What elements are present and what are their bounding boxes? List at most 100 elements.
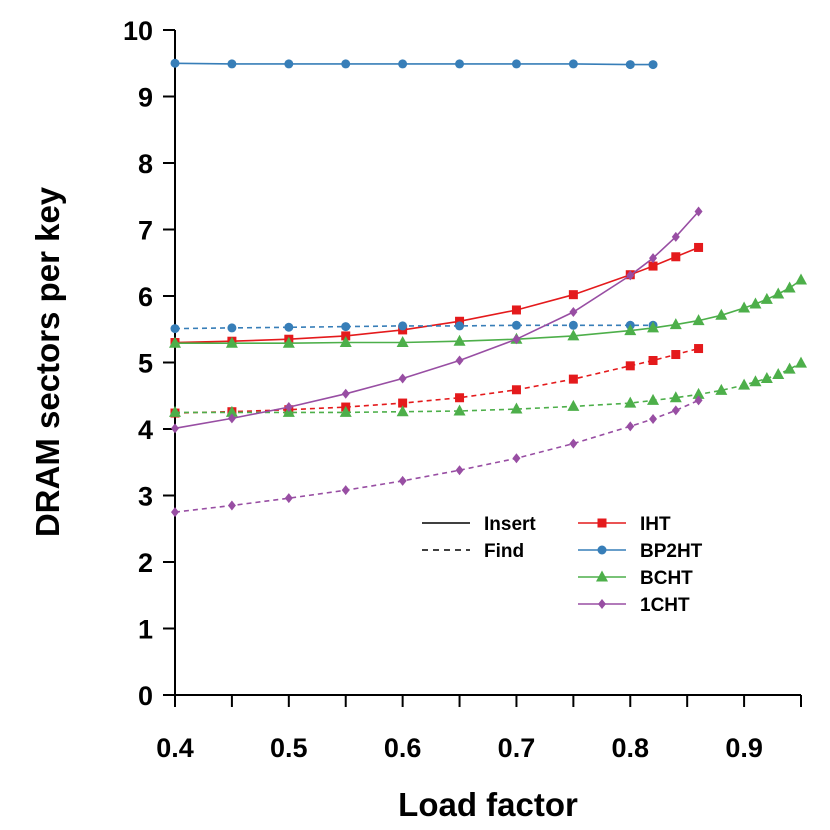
data-point-bp2ht-insert [227, 59, 237, 69]
data-point-bcht-find [783, 362, 796, 374]
data-point-bcht-insert [396, 336, 409, 348]
data-point-bcht-insert [282, 336, 295, 348]
series-line-bcht-find [175, 362, 802, 414]
data-point-1cht-insert [284, 402, 293, 413]
data-point-bp2ht-insert [170, 58, 180, 68]
y-tick-label: 7 [138, 216, 153, 246]
data-point-bcht-find [169, 405, 181, 417]
data-point-bcht-insert [647, 321, 660, 333]
data-point-iht-find [648, 356, 658, 366]
data-point-bp2ht-insert [284, 59, 294, 69]
data-point-bcht-find [749, 375, 762, 387]
data-point-1cht-insert [341, 388, 350, 399]
x-tick-label: 0.6 [384, 733, 422, 763]
legend-line-styles: Insert Find [422, 514, 536, 562]
series-layer [169, 58, 807, 518]
data-point-bp2ht-find [568, 320, 578, 330]
series-iht [170, 242, 704, 418]
data-point-bp2ht-insert [648, 60, 658, 70]
data-point-bcht-insert [624, 324, 637, 336]
data-point-bcht-find [772, 367, 785, 379]
data-point-iht-insert [671, 252, 681, 262]
legend-series: IHT BP2HT BCHT 1CHT [578, 514, 703, 616]
data-point-iht-find [511, 385, 521, 395]
x-tick-label: 0.5 [270, 733, 308, 763]
data-point-bp2ht-find [170, 324, 180, 334]
data-point-bp2ht-find [511, 320, 521, 330]
data-point-1cht-find [694, 395, 703, 406]
y-axis-label: DRAM sectors per key [29, 186, 66, 537]
data-point-bcht-insert [749, 297, 762, 309]
series-bcht [169, 273, 807, 417]
data-point-bcht-insert [669, 318, 682, 330]
series-1cht [171, 206, 703, 518]
data-point-iht-insert [694, 242, 704, 252]
data-point-bcht-insert [169, 336, 181, 348]
data-point-bcht-insert [795, 273, 807, 285]
data-point-1cht-insert [398, 373, 407, 384]
data-point-1cht-insert [227, 413, 236, 424]
data-point-iht-find [455, 393, 465, 403]
data-point-bcht-find [738, 378, 751, 390]
data-point-1cht-insert [171, 423, 179, 434]
data-point-iht-insert [455, 316, 465, 326]
data-point-bp2ht-insert [568, 59, 578, 69]
data-point-bp2ht-find [398, 321, 408, 331]
y-tick-label: 9 [138, 83, 153, 113]
data-point-bcht-find [692, 387, 705, 399]
x-tick-label: 0.9 [725, 733, 763, 763]
data-point-bcht-insert [772, 287, 785, 299]
data-point-1cht-find [455, 465, 464, 476]
x-ticks: 0.4 0.5 0.6 0.7 0.8 0.9 [156, 695, 802, 763]
data-point-1cht-find [227, 500, 236, 511]
data-point-1cht-find [671, 405, 680, 416]
y-tick-label: 10 [123, 16, 153, 46]
data-point-1cht-find [569, 438, 578, 449]
data-point-1cht-insert [512, 334, 521, 345]
series-line-bp2ht-find [174, 324, 653, 330]
y-tick-label: 1 [138, 615, 153, 645]
series-bp2ht [170, 58, 658, 334]
data-point-1cht-find [284, 493, 293, 504]
series-line-1cht-find [174, 399, 699, 513]
data-point-1cht-insert [626, 270, 635, 281]
series-line-iht-insert [174, 246, 699, 344]
data-point-bcht-find [510, 402, 523, 414]
data-point-1cht-find [649, 414, 658, 425]
x-tick-label: 0.8 [611, 733, 649, 763]
y-tick-label: 6 [138, 282, 153, 312]
data-point-bcht-insert [453, 334, 466, 346]
data-point-iht-find [694, 344, 704, 354]
legend-marker-bp2ht [597, 545, 607, 555]
data-point-iht-insert [341, 331, 351, 341]
data-point-bcht-insert [760, 292, 773, 304]
y-tick-label: 3 [138, 482, 153, 512]
data-point-bp2ht-insert [455, 59, 465, 69]
data-point-bcht-find [567, 399, 580, 411]
data-point-bp2ht-insert [341, 59, 351, 69]
data-point-bcht-find [396, 405, 409, 417]
data-point-iht-insert [568, 290, 578, 300]
y-tick-label: 4 [138, 415, 153, 445]
y-ticks: 0 1 2 3 4 5 6 7 8 9 10 [123, 16, 175, 711]
y-tick-label: 2 [138, 548, 153, 578]
data-point-bp2ht-find [227, 323, 237, 333]
data-point-bp2ht-find [341, 322, 351, 332]
data-point-bcht-find [795, 356, 807, 368]
data-point-bcht-find [647, 393, 660, 405]
data-point-iht-insert [648, 261, 658, 271]
legend-label-find: Find [484, 541, 524, 562]
data-point-1cht-insert [569, 306, 578, 317]
legend-marker-bcht [596, 570, 608, 582]
data-point-1cht-insert [671, 231, 680, 242]
axes [174, 30, 801, 696]
data-point-bcht-find [339, 405, 352, 417]
legend-label-bcht: BCHT [640, 568, 693, 589]
data-point-iht-find [398, 398, 408, 408]
data-point-bcht-insert [225, 336, 238, 348]
data-point-bcht-find [453, 404, 466, 416]
legend-label-iht: IHT [640, 514, 671, 535]
legend-marker-1cht [598, 599, 606, 609]
data-point-1cht-insert [455, 355, 464, 366]
